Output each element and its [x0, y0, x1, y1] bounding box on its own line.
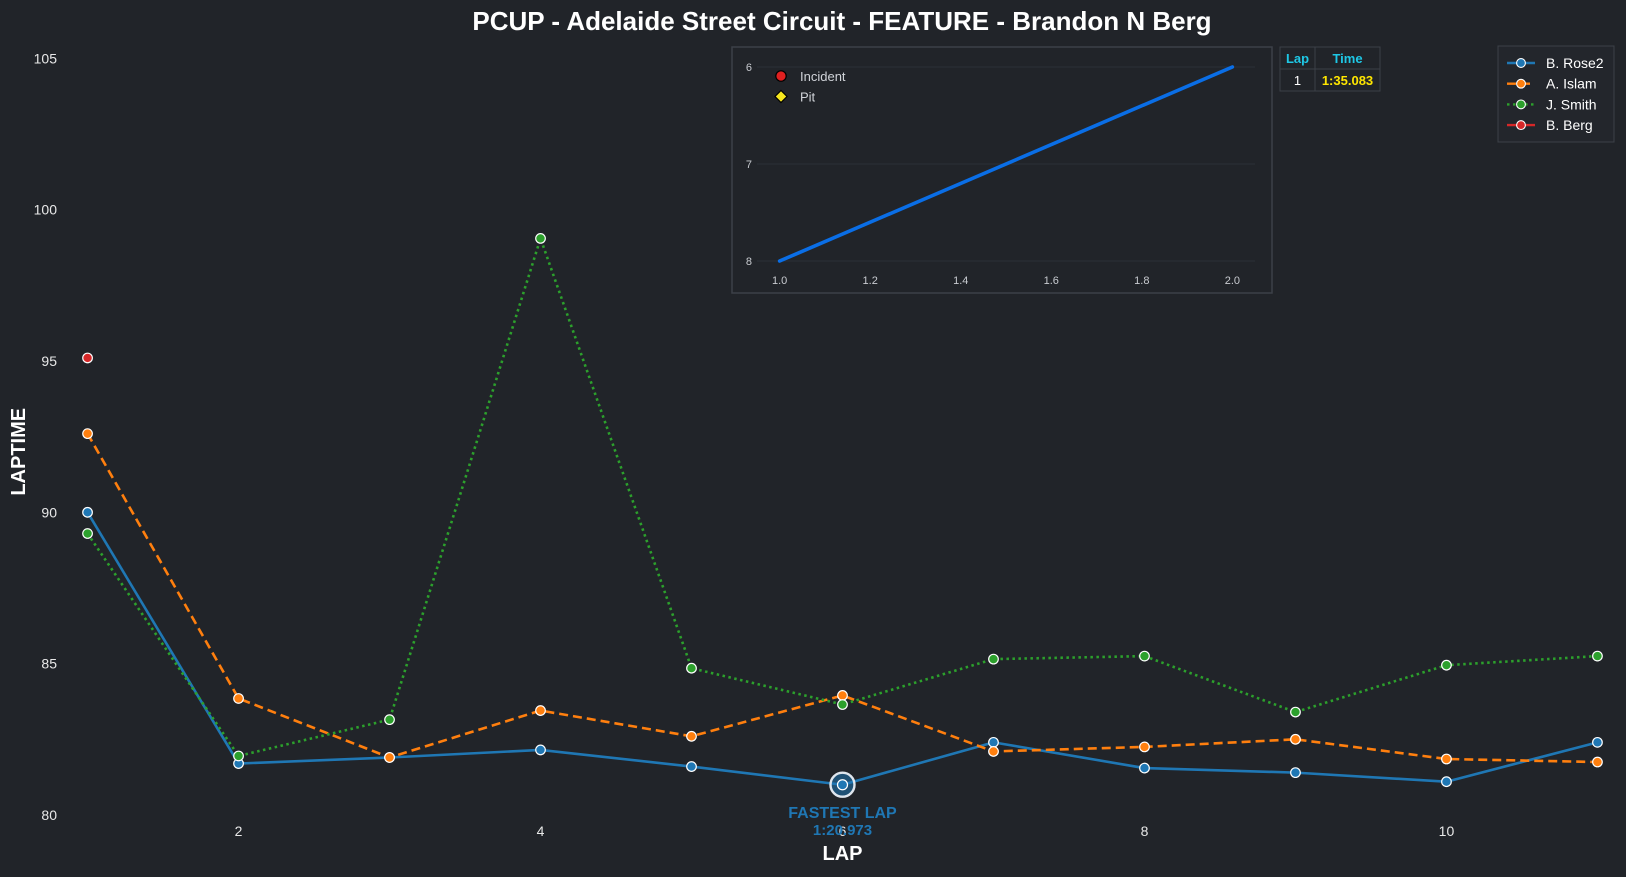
data-point-0-4	[686, 761, 697, 772]
data-point-2-2	[384, 714, 395, 726]
data-point-0-6	[988, 736, 999, 748]
data-point-2-4	[686, 662, 697, 674]
inset-x-tick-label: 1.2	[863, 275, 878, 287]
inset-series-line-0	[777, 65, 1235, 263]
legend-entry: B. Berg	[1546, 117, 1593, 133]
fastest-lap-time: 1:20.973	[813, 822, 872, 839]
series-line-1	[86, 432, 1598, 764]
y-tick-label: 105	[34, 50, 58, 66]
incident-marker	[775, 70, 787, 82]
data-point-2-3	[535, 233, 546, 244]
x-tick-label: 6	[839, 823, 847, 839]
y-tick-label: 95	[41, 353, 57, 369]
x-tick-label: 8	[1141, 823, 1149, 839]
lap-table-header: Lap	[1286, 51, 1309, 66]
x-tick-label: 4	[537, 823, 545, 839]
data-point-2-5	[837, 699, 848, 710]
data-point-2-9	[1441, 659, 1452, 671]
pit-marker	[774, 89, 788, 104]
inset-x-tick-label: 1.6	[1044, 275, 1059, 287]
data-point-1-9	[1441, 753, 1452, 765]
legend-marker-2	[1516, 99, 1526, 110]
inset-legend-entry: Pit	[800, 90, 816, 105]
x-tick-label: 2	[235, 823, 243, 839]
y-axis-label: LAPTIME	[8, 408, 30, 496]
data-point-0-8	[1290, 767, 1301, 779]
series-line-0	[86, 511, 1598, 787]
inset-y-tick-label: 8	[746, 256, 752, 268]
fastest-lap-point	[836, 779, 849, 791]
chart-title: PCUP - Adelaide Street Circuit - FEATURE…	[472, 6, 1211, 36]
data-point-2-1	[233, 750, 244, 762]
inset-x-tick-label: 1.4	[953, 275, 968, 287]
y-tick-label: 90	[41, 504, 57, 520]
y-tick-label: 100	[34, 202, 58, 218]
lap-table-header: Time	[1332, 51, 1362, 66]
data-point-3-0	[82, 352, 93, 364]
series-line-2	[86, 237, 1598, 758]
data-point-1-5	[837, 690, 848, 701]
legend-marker-0	[1516, 58, 1526, 68]
data-point-0-3	[535, 744, 546, 756]
data-point-0-10	[1592, 736, 1603, 748]
x-axis-label: LAP	[823, 843, 863, 865]
data-point-0-7	[1139, 762, 1150, 774]
lap-table-cell-lap: 1	[1294, 73, 1301, 88]
data-point-2-6	[988, 653, 999, 665]
data-point-1-1	[233, 693, 244, 704]
y-tick-label: 80	[41, 807, 57, 823]
legend-marker-3	[1516, 120, 1526, 131]
inset-x-tick-label: 1.8	[1134, 275, 1149, 287]
data-point-2-7	[1139, 650, 1150, 662]
y-tick-label: 85	[41, 656, 57, 672]
inset-y-tick-label: 6	[746, 62, 752, 74]
data-point-2-0	[82, 528, 93, 539]
x-tick-label: 10	[1439, 823, 1455, 839]
data-point-1-10	[1592, 756, 1603, 768]
inset-x-tick-label: 1.0	[772, 275, 787, 287]
data-point-1-4	[686, 730, 697, 742]
fastest-lap-label: FASTEST LAP	[788, 805, 897, 822]
legend-entry: B. Rose2	[1546, 55, 1604, 71]
data-point-1-2	[384, 752, 395, 763]
data-point-1-0	[82, 428, 93, 440]
inset-y-tick-label: 7	[746, 159, 752, 171]
data-point-0-0	[82, 506, 93, 518]
data-point-1-3	[535, 705, 546, 716]
data-point-1-8	[1290, 733, 1301, 745]
legend-entry: A. Islam	[1546, 76, 1597, 92]
data-point-1-7	[1139, 741, 1150, 753]
data-point-1-6	[988, 746, 999, 757]
legend-marker-1	[1516, 78, 1526, 89]
data-point-0-9	[1441, 776, 1452, 788]
legend-entry: J. Smith	[1546, 96, 1597, 112]
inset-x-tick-label: 2.0	[1225, 275, 1240, 287]
lap-table-cell-time: 1:35.083	[1322, 73, 1373, 88]
data-point-2-8	[1290, 706, 1301, 718]
data-point-2-10	[1592, 650, 1603, 662]
inset-legend-entry: Incident	[800, 69, 846, 84]
